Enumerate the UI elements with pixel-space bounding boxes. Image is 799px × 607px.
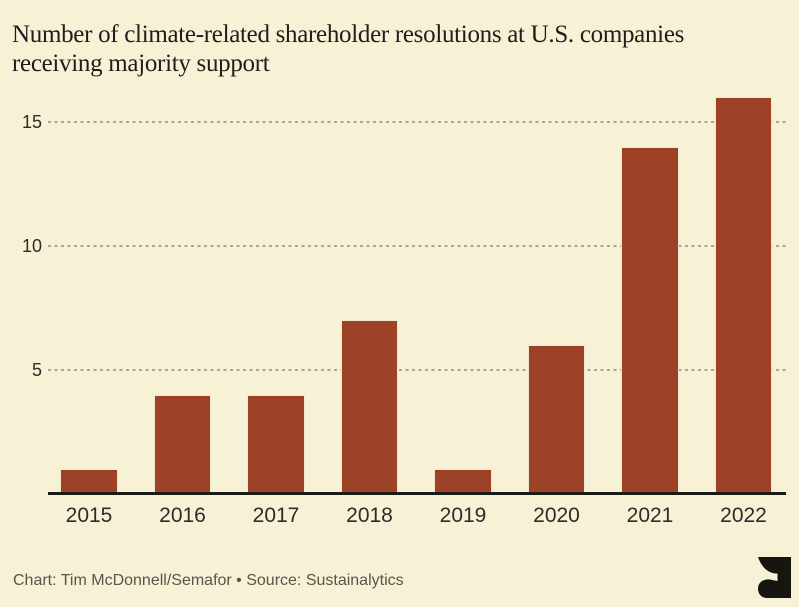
bar-2016 (153, 394, 212, 494)
y-axis-tick-label: 10 (21, 236, 42, 256)
x-axis-tick-label: 2015 (65, 504, 113, 527)
x-axis-tick-label: 2022 (720, 504, 767, 527)
chart-title: Number of climate-related shareholder re… (12, 20, 684, 78)
bar-2017 (247, 394, 305, 494)
chart-title-line1: Number of climate-related shareholder re… (12, 21, 685, 48)
gridline-y10 (48, 245, 786, 247)
gridline-y15 (48, 121, 786, 123)
y-axis-tick-label: 15 (21, 112, 42, 132)
semafor-logo-icon (758, 557, 791, 598)
bar-2019 (434, 469, 492, 494)
bar-2020 (527, 345, 586, 494)
x-axis-tick-label: 2020 (533, 504, 580, 527)
chart-credit: Chart: Tim McDonnell/Semafor • Source: S… (13, 572, 404, 589)
x-axis-tick-label: 2016 (159, 504, 206, 527)
bar-2015 (60, 469, 118, 494)
x-axis-tick-label: 2018 (346, 504, 393, 527)
bar-2022 (714, 97, 773, 494)
gridline-y5 (48, 369, 786, 371)
x-axis-tick-label: 2017 (252, 504, 300, 527)
x-axis-line (48, 492, 786, 495)
x-axis-tick-label: 2019 (439, 504, 487, 527)
bar-2018 (340, 320, 399, 494)
chart-title-line2: receiving majority support (12, 50, 270, 77)
y-axis-tick-label: 5 (31, 360, 42, 380)
bar-2021 (621, 146, 679, 494)
x-axis-tick-label: 2021 (626, 504, 674, 527)
